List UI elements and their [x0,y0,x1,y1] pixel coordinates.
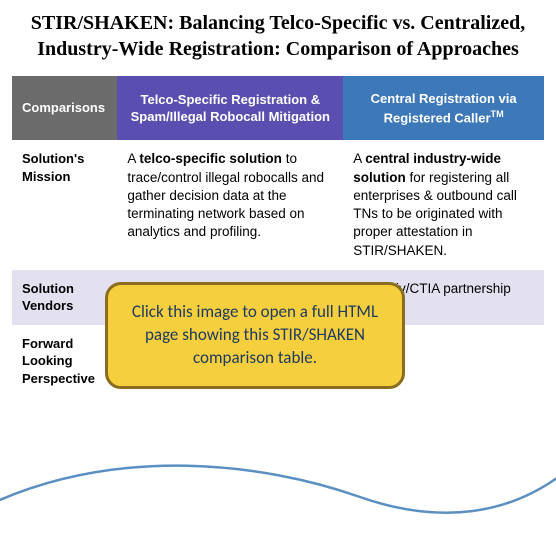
header-comparisons: Comparisons [12,76,117,140]
table-row: Solution's Mission A telco-specific solu… [12,140,544,269]
tm-mark: TM [491,109,504,119]
header-central: Central Registration via Registered Call… [343,76,544,140]
wave-overlay [0,457,556,537]
click-tooltip[interactable]: Click this image to open a full HTML pag… [105,282,405,389]
table-header-row: Comparisons Telco-Specific Registration … [12,76,544,140]
row-label-vendors: Solution Vendors [12,270,117,325]
cell-mission-central: A central industry-wide solution for reg… [343,140,544,269]
page-title: STIR/SHAKEN: Balancing Telco-Specific vs… [12,10,544,62]
row-label-mission: Solution's Mission [12,140,117,269]
row-label-forward: Forward Looking Perspective [12,325,117,400]
cell-mission-telco: A telco-specific solution to trace/contr… [117,140,343,269]
header-telco: Telco-Specific Registration & Spam/Illeg… [117,76,343,140]
wave-path [0,466,556,537]
